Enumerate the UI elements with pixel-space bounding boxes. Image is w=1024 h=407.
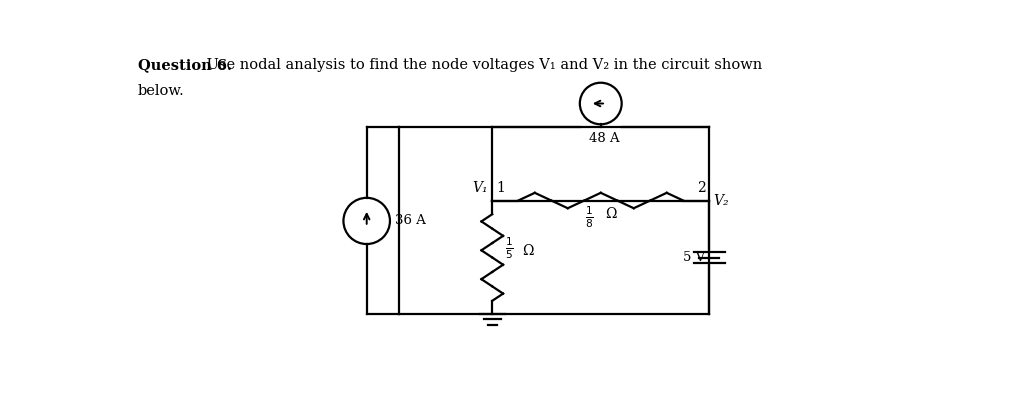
Text: 2: 2 (696, 181, 706, 195)
Text: 48 A: 48 A (590, 132, 620, 145)
Text: Question 6.: Question 6. (138, 58, 232, 72)
Text: V₁: V₁ (472, 181, 487, 195)
Text: Ω: Ω (521, 244, 534, 258)
Text: 36 A: 36 A (394, 214, 426, 228)
Text: 5 V: 5 V (683, 251, 706, 264)
Text: Use nodal analysis to find the node voltages V₁ and V₂ in the circuit shown: Use nodal analysis to find the node volt… (202, 58, 762, 72)
Text: $\frac{1}{5}$: $\frac{1}{5}$ (506, 236, 514, 261)
Text: 1: 1 (496, 181, 505, 195)
Text: V₂: V₂ (713, 194, 729, 208)
Text: $\frac{1}{8}$: $\frac{1}{8}$ (585, 204, 594, 230)
Text: Ω: Ω (605, 207, 616, 221)
Text: below.: below. (138, 84, 184, 98)
